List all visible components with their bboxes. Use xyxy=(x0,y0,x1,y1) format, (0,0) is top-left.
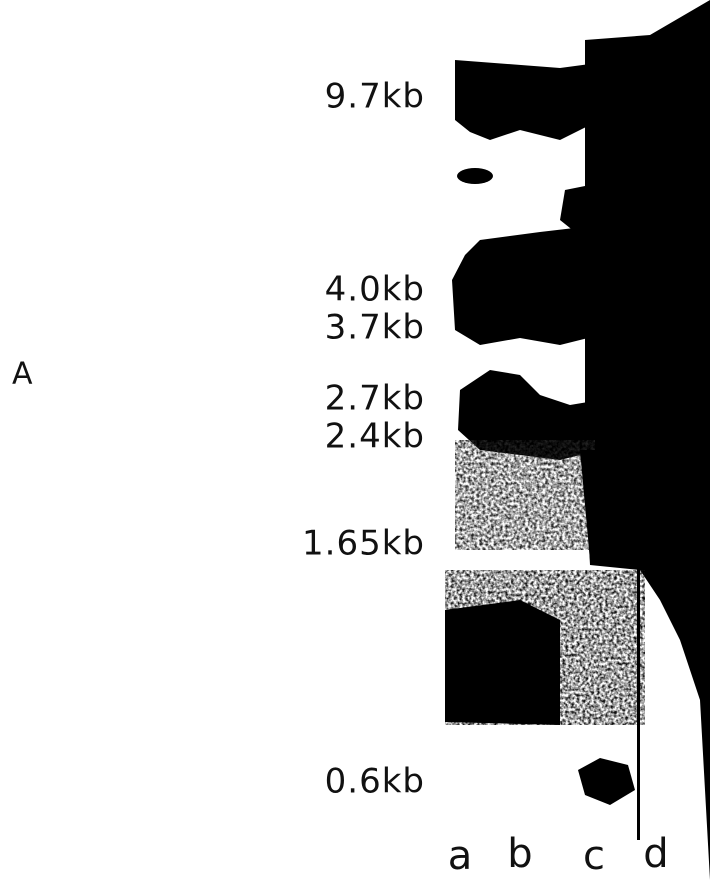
gel-figure: A 9.7kb 4.0kb 3.7kb 2.7kb 2.4kb 1.65kb 0… xyxy=(0,0,710,888)
size-marker: 9.7kb xyxy=(325,77,425,117)
lane-label: b xyxy=(507,831,532,877)
size-marker: 2.4kb xyxy=(325,417,425,457)
size-marker: 0.6kb xyxy=(325,762,425,802)
lane-label: c xyxy=(583,833,605,879)
size-marker: 1.65kb xyxy=(302,524,425,564)
size-marker: 3.7kb xyxy=(325,308,425,348)
size-marker: 4.0kb xyxy=(325,270,425,310)
size-marker: 2.7kb xyxy=(325,379,425,419)
gel-image xyxy=(445,0,710,880)
lane-label: a xyxy=(448,833,473,879)
panel-label: A xyxy=(12,357,33,392)
lane-label: d xyxy=(643,831,668,877)
